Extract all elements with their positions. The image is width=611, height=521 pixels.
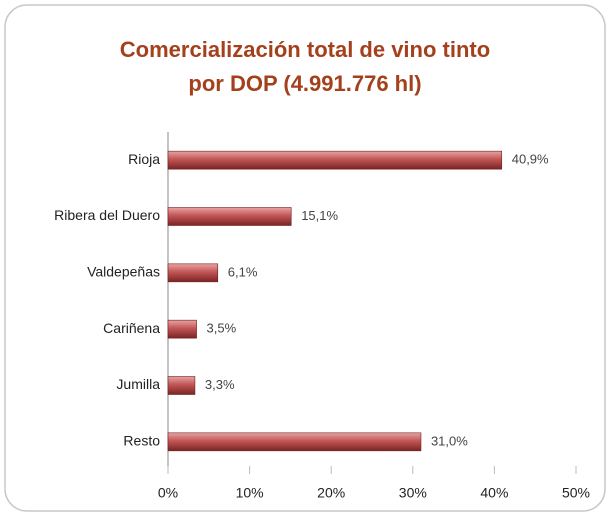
value-label: 6,1% xyxy=(228,264,258,279)
y-tick-label: Cariñena xyxy=(103,320,160,336)
bar xyxy=(167,376,196,395)
x-tick-label: 20% xyxy=(317,485,345,501)
value-label: 40,9% xyxy=(512,152,549,167)
value-label: 31,0% xyxy=(431,433,468,448)
value-label: 3,3% xyxy=(205,377,235,392)
y-tick-label: Rioja xyxy=(128,151,160,167)
y-tick-label: Resto xyxy=(123,433,160,449)
chart-title: por DOP (4.991.776 hl) xyxy=(188,71,421,96)
y-tick-label: Jumilla xyxy=(116,376,160,392)
x-tick-label: 10% xyxy=(236,485,264,501)
bar xyxy=(167,207,292,226)
bar xyxy=(167,432,422,452)
x-tick-label: 40% xyxy=(480,485,508,501)
bar xyxy=(167,319,197,339)
chart-title: Comercialización total de vino tinto xyxy=(120,37,490,62)
value-label: 15,1% xyxy=(301,208,338,223)
y-tick-label: Ribera del Duero xyxy=(54,207,160,223)
panel xyxy=(4,4,606,512)
bar xyxy=(167,150,503,170)
x-tick-label: 30% xyxy=(399,485,427,501)
bar xyxy=(167,263,219,283)
x-tick-label: 50% xyxy=(562,485,590,501)
x-tick-label: 0% xyxy=(158,485,178,501)
value-label: 3,5% xyxy=(207,321,237,336)
y-tick-label: Valdepeñas xyxy=(87,264,160,280)
